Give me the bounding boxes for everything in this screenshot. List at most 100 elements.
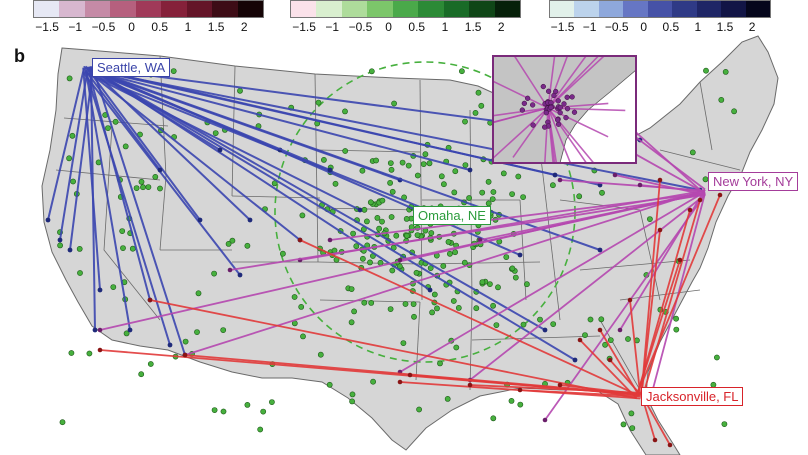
newyork-link xyxy=(184,189,706,356)
omaha-dot xyxy=(399,159,406,166)
colorbar-swatch xyxy=(623,1,648,17)
legend-tick-label: 0.5 xyxy=(408,20,426,34)
legend-tick-label: 2 xyxy=(497,20,505,34)
inset-dot xyxy=(521,100,527,107)
omaha-dot xyxy=(479,279,486,285)
omaha-dot xyxy=(473,305,480,312)
omaha-dot xyxy=(582,332,588,338)
omaha-dot xyxy=(405,162,412,169)
legend-tick-label: 0 xyxy=(385,20,392,34)
omaha-dot xyxy=(361,299,368,306)
colorbar-swatch xyxy=(161,1,187,17)
seattle-link-end xyxy=(357,207,363,213)
omaha-dot xyxy=(315,99,322,106)
jacksonville-links xyxy=(97,177,723,448)
newyork-link xyxy=(469,194,706,381)
newyork-link-end xyxy=(557,177,563,183)
state-border xyxy=(103,125,161,321)
omaha-dot xyxy=(359,167,366,174)
inset-link xyxy=(512,107,549,158)
omaha-dot xyxy=(140,184,146,191)
omaha-dot xyxy=(182,338,189,345)
state-border xyxy=(619,289,701,301)
jacksonville-link-end xyxy=(627,297,633,303)
omaha-dot xyxy=(350,230,356,237)
inset-dot xyxy=(554,117,561,123)
state-border xyxy=(699,81,713,151)
seattle-link-end xyxy=(45,217,51,223)
legend-tick-label: 2 xyxy=(240,20,248,34)
seattle-link-end xyxy=(467,167,473,173)
omaha-dot xyxy=(105,125,111,132)
omaha-dot xyxy=(387,306,394,312)
seattle-link-end xyxy=(552,172,558,178)
colorbar-swatch xyxy=(574,1,599,17)
omaha-dot xyxy=(119,228,126,234)
seattle-link-end xyxy=(157,167,163,173)
omaha-dot xyxy=(237,87,243,94)
omaha-dot xyxy=(414,172,421,179)
omaha-dot xyxy=(455,304,462,311)
omaha-dot xyxy=(520,321,527,328)
jacksonville-link xyxy=(641,199,701,397)
state-border xyxy=(579,259,691,271)
state-border xyxy=(159,175,167,251)
legend-tick-label: 1.5 xyxy=(207,20,225,34)
inset-dot xyxy=(571,109,578,115)
omaha-dot xyxy=(300,333,306,340)
omaha-dot xyxy=(387,179,393,186)
omaha-dot xyxy=(244,242,251,249)
seattle-link xyxy=(69,71,94,251)
omaha-dot xyxy=(211,407,218,413)
omaha-dot xyxy=(129,245,136,252)
omaha-dot xyxy=(673,326,680,333)
omaha-dot xyxy=(403,215,410,222)
inset-dot xyxy=(519,107,525,113)
jacksonville-link-end xyxy=(657,177,663,183)
seattle-links xyxy=(45,65,703,363)
seattle-link xyxy=(84,65,201,221)
colorbar-swatch xyxy=(316,1,342,17)
omaha-dot xyxy=(374,214,381,221)
omaha-dot xyxy=(628,410,635,417)
omaha-dot xyxy=(157,185,163,192)
omaha-dot xyxy=(517,401,524,408)
omaha-dot xyxy=(389,188,396,195)
omaha-dot xyxy=(342,108,348,115)
inset-dot xyxy=(557,110,563,116)
omaha-dot xyxy=(458,68,465,75)
seattle-link xyxy=(84,67,331,171)
inset-dot xyxy=(561,101,567,107)
jacksonville-link-end xyxy=(597,327,603,333)
omaha-dot xyxy=(462,118,468,125)
omaha-dot xyxy=(689,149,696,156)
legend-tick-label: 1 xyxy=(694,20,702,34)
omaha-dot xyxy=(76,245,83,252)
seattle-link-end xyxy=(127,327,133,333)
jacksonville-link xyxy=(640,179,661,394)
omaha-dot xyxy=(66,155,72,162)
seattle-link xyxy=(89,69,471,171)
seattle-link-end xyxy=(247,217,253,223)
colorbar-swatch xyxy=(186,1,213,17)
inset-link xyxy=(493,107,549,124)
omaha-dot xyxy=(461,259,468,266)
colorbar-swatch xyxy=(135,1,162,17)
omaha-dot xyxy=(220,327,227,333)
inset-link xyxy=(547,56,556,109)
newyork-link-end xyxy=(637,182,643,188)
jacksonville-link-end xyxy=(577,337,583,343)
jacksonville-link-end xyxy=(697,197,703,203)
omaha-dot xyxy=(420,161,427,167)
omaha-dot xyxy=(317,351,324,358)
omaha-dot xyxy=(485,178,492,185)
omaha-dot xyxy=(260,408,267,415)
seattle-link xyxy=(84,70,131,331)
seattle-link-end xyxy=(237,272,243,278)
omaha-dot xyxy=(77,270,83,276)
jacksonville-link-end xyxy=(717,192,723,198)
colorbar-swatch xyxy=(647,1,673,17)
omaha-dot xyxy=(368,68,375,75)
